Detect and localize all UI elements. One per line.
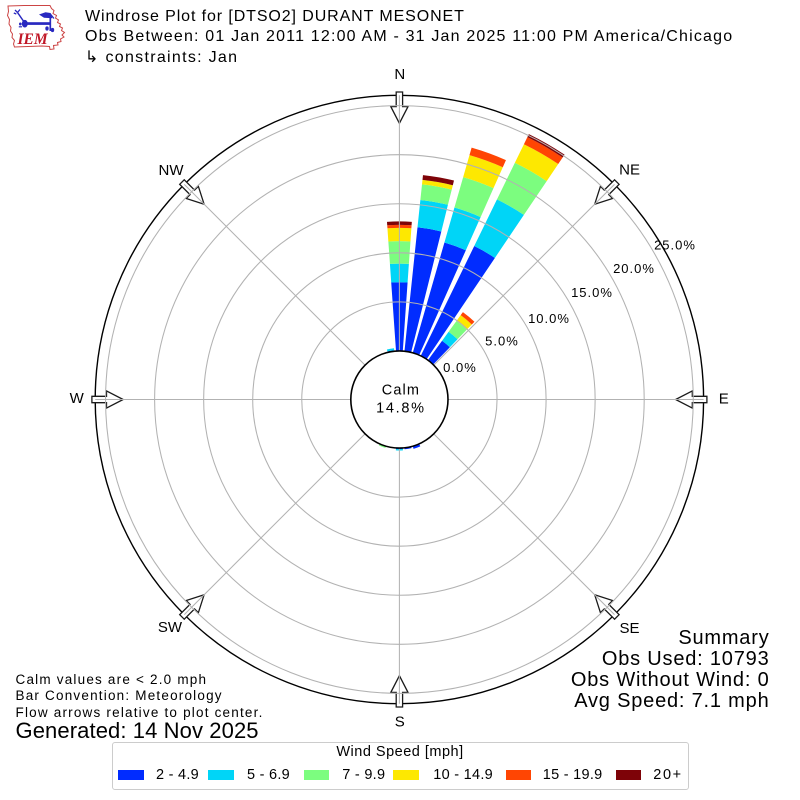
svg-text:SW: SW	[158, 619, 183, 636]
svg-text:NW: NW	[159, 162, 185, 179]
svg-text:Calm: Calm	[382, 383, 420, 399]
svg-text:15.0%: 15.0%	[571, 285, 613, 300]
svg-text:10.0%: 10.0%	[528, 311, 570, 326]
svg-text:NE: NE	[619, 161, 640, 178]
svg-text:N: N	[394, 66, 405, 83]
svg-text:0.0%: 0.0%	[443, 360, 477, 375]
svg-text:20.0%: 20.0%	[613, 261, 655, 276]
svg-text:25.0%: 25.0%	[654, 238, 696, 253]
svg-text:14.8%: 14.8%	[376, 401, 426, 417]
svg-text:IEM: IEM	[17, 31, 49, 48]
svg-text:SE: SE	[619, 620, 639, 637]
svg-text:E: E	[719, 391, 729, 408]
svg-text:5.0%: 5.0%	[485, 334, 519, 349]
svg-text:W: W	[70, 390, 85, 407]
svg-text:S: S	[395, 714, 405, 731]
